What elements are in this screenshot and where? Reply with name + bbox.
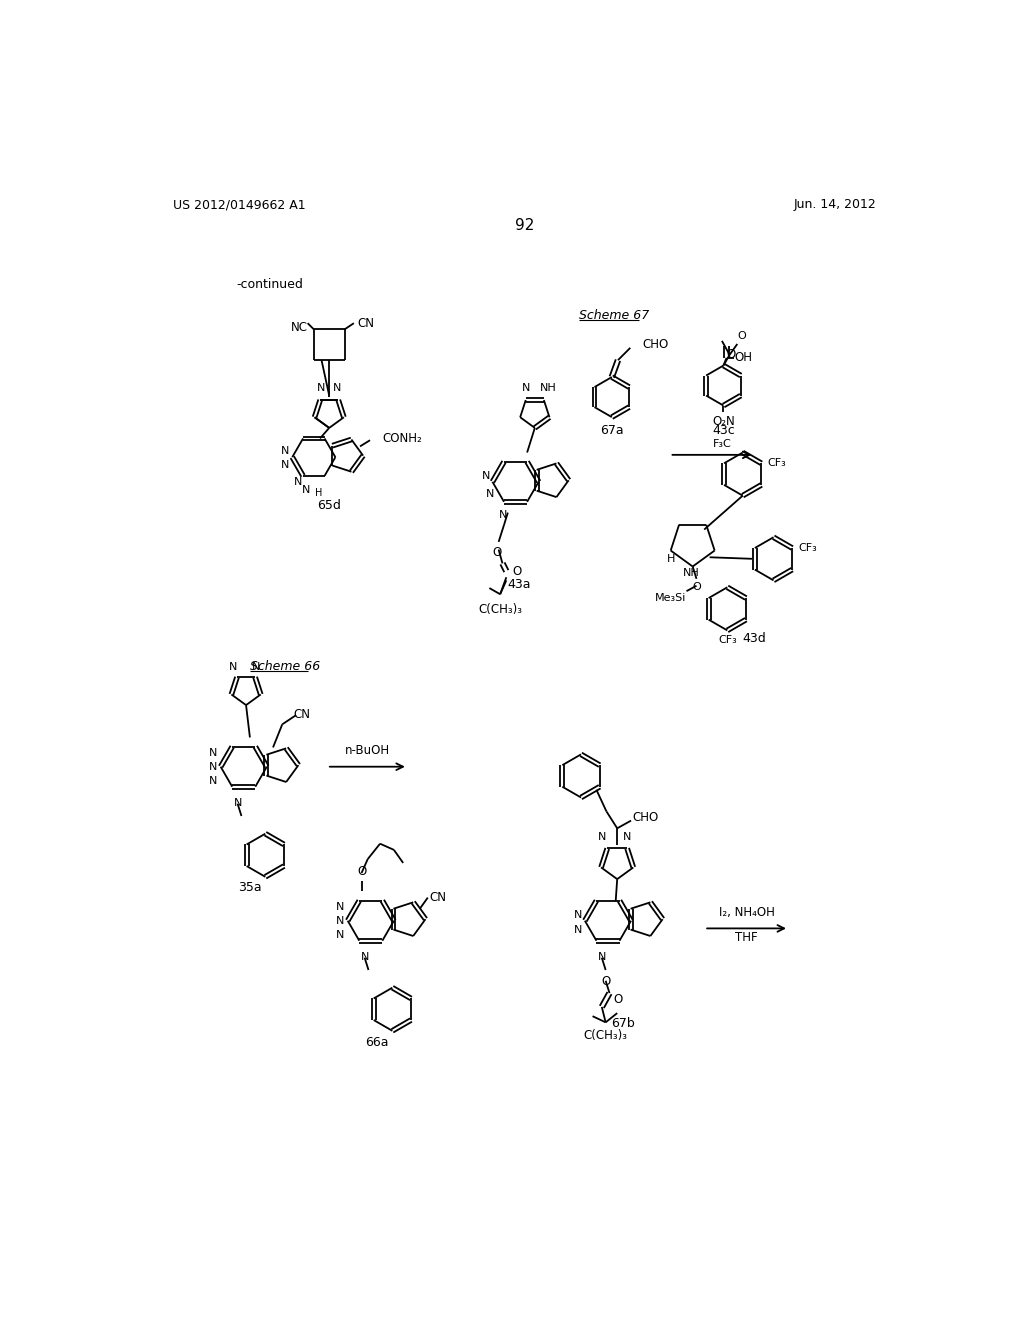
Text: N: N <box>598 832 606 842</box>
Text: 35a: 35a <box>239 880 262 894</box>
Text: N: N <box>209 748 217 758</box>
Text: O: O <box>727 348 736 362</box>
Text: N: N <box>336 902 345 912</box>
Text: N: N <box>317 383 326 393</box>
Text: Jun. 14, 2012: Jun. 14, 2012 <box>794 198 877 211</box>
Text: O: O <box>613 993 623 1006</box>
Text: N: N <box>499 510 508 520</box>
Text: 43a: 43a <box>508 578 531 591</box>
Text: 67b: 67b <box>611 1016 635 1030</box>
Text: Scheme 66: Scheme 66 <box>250 660 321 673</box>
Text: N: N <box>281 459 289 470</box>
Text: CHO: CHO <box>643 338 669 351</box>
Text: CONH₂: CONH₂ <box>382 432 422 445</box>
Text: N: N <box>598 952 606 961</box>
Text: 92: 92 <box>515 218 535 234</box>
Text: CF₃: CF₃ <box>767 458 786 469</box>
Text: THF: THF <box>735 932 758 945</box>
Text: N: N <box>294 478 303 487</box>
Text: NH: NH <box>540 383 556 393</box>
Text: N: N <box>228 663 237 672</box>
Text: Me₃Si: Me₃Si <box>655 594 686 603</box>
Text: C(CH₃)₃: C(CH₃)₃ <box>478 603 522 616</box>
Text: N: N <box>360 952 369 961</box>
Text: N: N <box>573 909 582 920</box>
Text: N: N <box>624 832 632 842</box>
Text: O: O <box>357 866 367 878</box>
Text: N: N <box>333 383 341 393</box>
Text: H: H <box>315 488 323 498</box>
Text: 67a: 67a <box>600 424 624 437</box>
Text: CF₃: CF₃ <box>798 543 817 553</box>
Text: CHO: CHO <box>633 810 658 824</box>
Text: N: N <box>209 762 217 772</box>
Text: N: N <box>281 446 289 455</box>
Text: -continued: -continued <box>237 277 304 290</box>
Text: O: O <box>737 331 746 341</box>
Text: N: N <box>336 916 345 925</box>
Text: CN: CN <box>429 891 446 904</box>
Text: CN: CN <box>357 317 374 330</box>
Text: H: H <box>668 554 676 564</box>
Text: NC: NC <box>291 321 307 334</box>
Text: N: N <box>252 663 260 672</box>
Text: NH: NH <box>683 568 699 578</box>
Text: US 2012/0149662 A1: US 2012/0149662 A1 <box>173 198 305 211</box>
Text: n-BuOH: n-BuOH <box>344 744 389 758</box>
Text: 43d: 43d <box>742 632 766 645</box>
Text: I₂, NH₄OH: I₂, NH₄OH <box>719 906 774 919</box>
Text: 66a: 66a <box>366 1036 389 1049</box>
Text: N: N <box>481 471 490 480</box>
Text: N: N <box>485 490 494 499</box>
Text: N: N <box>302 484 310 495</box>
Text: O: O <box>692 582 700 591</box>
Text: CN: CN <box>293 709 310 721</box>
Text: N: N <box>573 925 582 935</box>
Text: N: N <box>521 383 529 393</box>
Text: O₂N: O₂N <box>712 414 735 428</box>
Text: C(CH₃)₃: C(CH₃)₃ <box>584 1028 628 1041</box>
Text: CF₃: CF₃ <box>718 635 736 645</box>
Text: OH: OH <box>734 351 753 364</box>
Text: 65d: 65d <box>317 499 341 512</box>
Text: O: O <box>601 974 610 987</box>
Text: F₃C: F₃C <box>713 440 732 449</box>
Text: N: N <box>209 776 217 785</box>
Text: O: O <box>493 545 502 558</box>
Text: N: N <box>336 929 345 940</box>
Text: 43c: 43c <box>712 424 735 437</box>
Text: Scheme 67: Scheme 67 <box>579 309 649 322</box>
Text: O: O <box>512 565 522 578</box>
Text: N: N <box>233 797 242 808</box>
